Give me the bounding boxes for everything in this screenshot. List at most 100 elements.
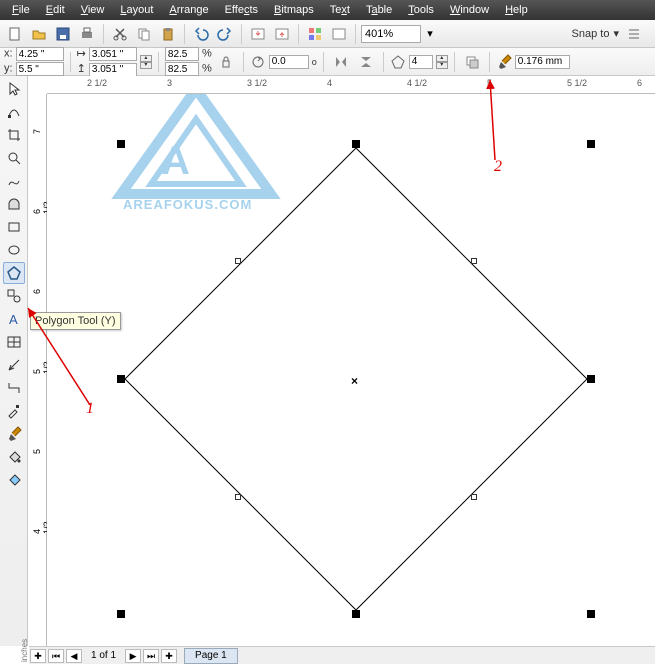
zoom-input[interactable] xyxy=(361,25,421,43)
handle-tl[interactable] xyxy=(117,140,125,148)
new-icon[interactable] xyxy=(4,23,26,45)
handle-bl[interactable] xyxy=(117,610,125,618)
basic-shapes-tool[interactable] xyxy=(3,285,25,307)
export-icon[interactable] xyxy=(271,23,293,45)
menu-help[interactable]: Help xyxy=(497,2,536,18)
property-bar: x: y: ↦ ↥ ▴▾ % % o ▴▾ xyxy=(0,48,655,76)
shape-tool[interactable] xyxy=(3,101,25,123)
smart-fill-tool[interactable] xyxy=(3,193,25,215)
rotation-input[interactable] xyxy=(269,55,309,69)
import-icon[interactable] xyxy=(247,23,269,45)
paste-icon[interactable] xyxy=(157,23,179,45)
sides-down[interactable]: ▾ xyxy=(436,62,448,69)
selected-polygon[interactable]: × xyxy=(121,144,591,614)
menu-tools[interactable]: Tools xyxy=(400,2,442,18)
tooltip: Polygon Tool (Y) xyxy=(30,312,121,330)
edge-node[interactable] xyxy=(471,494,477,500)
snap-dropdown-icon[interactable]: ▾ xyxy=(613,27,619,40)
lock-ratio-icon[interactable] xyxy=(215,51,237,73)
svg-text:A: A xyxy=(9,312,18,327)
mirror-h-icon[interactable] xyxy=(330,51,352,73)
annotation-1: 1 xyxy=(86,400,94,418)
edge-node[interactable] xyxy=(235,258,241,264)
menu-layout[interactable]: Layout xyxy=(112,2,161,18)
toolbox: A xyxy=(0,76,28,646)
interactive-fill-tool[interactable] xyxy=(3,469,25,491)
menu-table[interactable]: Table xyxy=(358,2,400,18)
rectangle-tool[interactable] xyxy=(3,216,25,238)
page-first-icon[interactable]: ⏮ xyxy=(48,649,64,663)
width-input[interactable] xyxy=(89,47,137,61)
outline-width-input[interactable] xyxy=(515,55,570,69)
handle-tr[interactable] xyxy=(587,140,595,148)
menu-effects[interactable]: Effects xyxy=(217,2,266,18)
table-tool[interactable] xyxy=(3,331,25,353)
menu-window[interactable]: Window xyxy=(442,2,497,18)
spin-down[interactable]: ▾ xyxy=(140,62,152,69)
handle-bottom[interactable] xyxy=(352,610,360,618)
undo-icon[interactable] xyxy=(190,23,212,45)
menu-arrange[interactable]: Arrange xyxy=(161,2,216,18)
connector-tool[interactable] xyxy=(3,377,25,399)
pct-label: % xyxy=(202,48,212,60)
welcome-icon[interactable] xyxy=(328,23,350,45)
menu-edit[interactable]: Edit xyxy=(38,2,73,18)
sides-input[interactable] xyxy=(409,55,433,69)
fill-tool[interactable] xyxy=(3,446,25,468)
y-label: y: xyxy=(4,63,13,75)
edge-node[interactable] xyxy=(471,258,477,264)
dimension-tool[interactable] xyxy=(3,354,25,376)
sides-up[interactable]: ▴ xyxy=(436,55,448,62)
pct-label2: % xyxy=(202,63,212,75)
copy-icon[interactable] xyxy=(133,23,155,45)
page-tab[interactable]: Page 1 xyxy=(184,648,238,664)
x-label: x: xyxy=(4,48,13,60)
menu-file[interactable]: File xyxy=(4,2,38,18)
zoom-tool[interactable] xyxy=(3,147,25,169)
zoom-dropdown-icon[interactable]: ▾ xyxy=(423,23,437,45)
options-icon[interactable] xyxy=(623,23,645,45)
polygon-tool[interactable] xyxy=(3,262,25,284)
y-input[interactable] xyxy=(16,62,64,76)
page-next-icon[interactable]: ▶ xyxy=(125,649,141,663)
handle-right[interactable] xyxy=(587,375,595,383)
redo-icon[interactable] xyxy=(214,23,236,45)
page-prev-icon[interactable]: ◀ xyxy=(66,649,82,663)
menu-bitmaps[interactable]: Bitmaps xyxy=(266,2,322,18)
edge-node[interactable] xyxy=(235,494,241,500)
ellipse-tool[interactable] xyxy=(3,239,25,261)
to-front-icon[interactable] xyxy=(461,51,483,73)
x-input[interactable] xyxy=(16,47,64,61)
vertical-ruler: 76 1/265 1/254 1/2 xyxy=(29,94,47,646)
menu-view[interactable]: View xyxy=(73,2,113,18)
page-last-icon[interactable]: ⏭ xyxy=(143,649,159,663)
scalex-input[interactable] xyxy=(165,47,199,61)
open-icon[interactable] xyxy=(28,23,50,45)
handle-top[interactable] xyxy=(352,140,360,148)
snap-label[interactable]: Snap to xyxy=(572,28,610,40)
pick-tool[interactable] xyxy=(3,78,25,100)
spin-up[interactable]: ▴ xyxy=(140,55,152,62)
crop-tool[interactable] xyxy=(3,124,25,146)
app-launcher-icon[interactable] xyxy=(304,23,326,45)
page-counter: 1 of 1 xyxy=(83,650,124,661)
cut-icon[interactable] xyxy=(109,23,131,45)
handle-left[interactable] xyxy=(117,375,125,383)
page: A AREAFOKUS.COM × xyxy=(61,94,655,646)
page-add-icon[interactable]: ✚ xyxy=(30,649,46,663)
outline-pen-icon xyxy=(496,54,512,70)
mirror-v-icon[interactable] xyxy=(355,51,377,73)
handle-br[interactable] xyxy=(587,610,595,618)
scaley-input[interactable] xyxy=(165,62,199,76)
save-icon[interactable] xyxy=(52,23,74,45)
print-icon[interactable] xyxy=(76,23,98,45)
canvas[interactable]: A AREAFOKUS.COM × xyxy=(47,94,655,646)
text-tool[interactable]: A xyxy=(3,308,25,330)
outline-tool[interactable] xyxy=(3,423,25,445)
page-add2-icon[interactable]: ✚ xyxy=(161,649,177,663)
eyedropper-tool[interactable] xyxy=(3,400,25,422)
standard-toolbar: ▾ Snap to ▾ xyxy=(0,20,655,48)
freehand-tool[interactable] xyxy=(3,170,25,192)
menu-text[interactable]: Text xyxy=(322,2,358,18)
height-input[interactable] xyxy=(89,63,137,77)
